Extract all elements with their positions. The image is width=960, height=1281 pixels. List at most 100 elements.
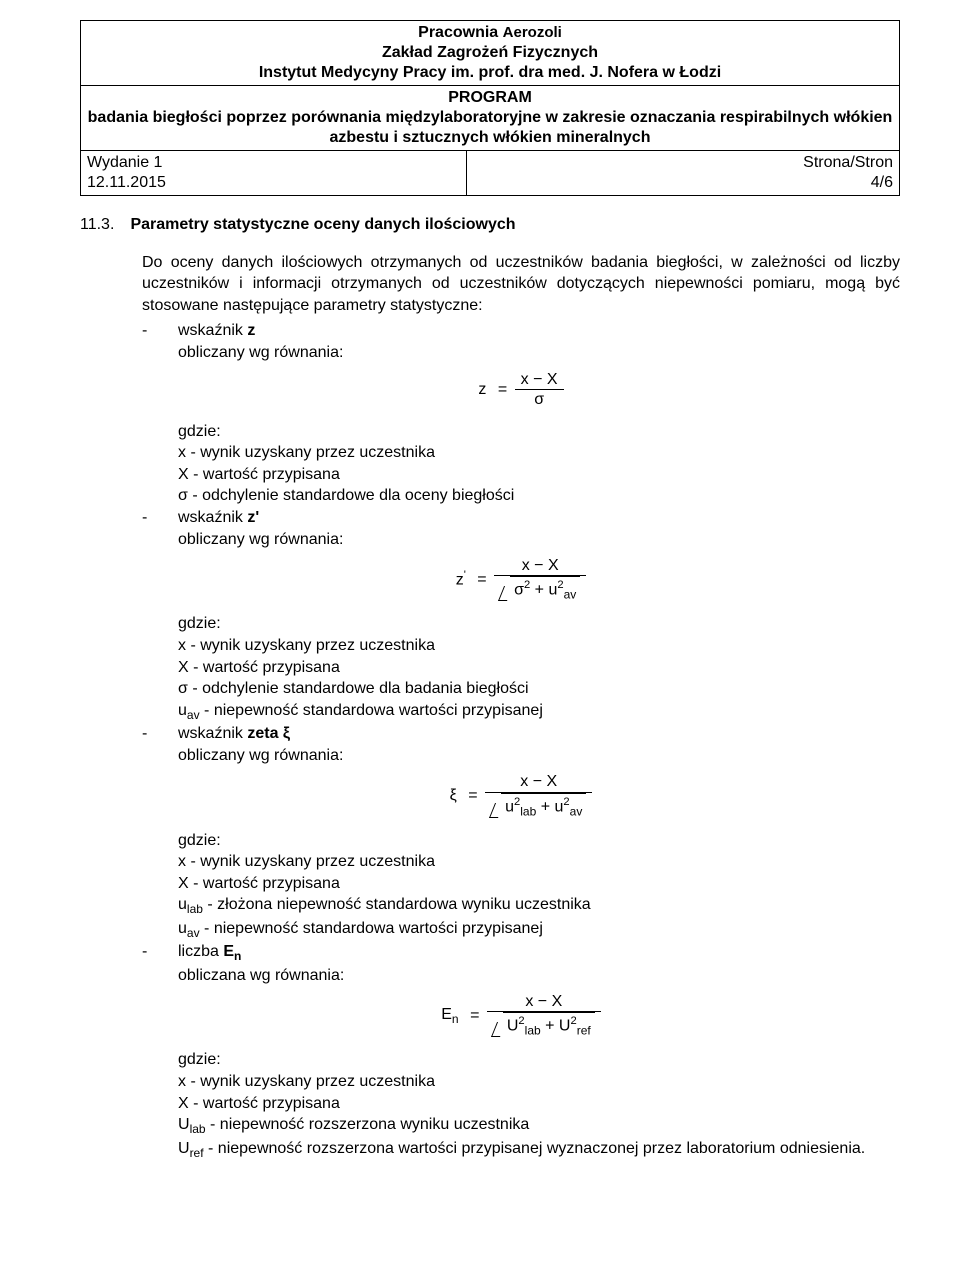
en-ulab-sub: lab [190,1122,206,1136]
zeta-uav-sub: av [187,926,200,940]
en-den-b: U [559,1018,571,1035]
zeta-uav-a: u [178,920,187,937]
where-label: gdzie: [178,423,221,440]
en-ulab-b: - niepewność rozszerzona wyniku uczestni… [206,1116,530,1133]
intro-paragraph: Do oceny danych ilościowych otrzymanych … [142,252,900,317]
en-num: x − X [487,992,601,1012]
formula-zeta: ξ = x − X u2lab + u2av [142,772,900,819]
z-where-0: x - wynik uzyskany przez uczestnika [178,444,435,461]
zp-uav-sub: av [187,708,200,722]
en-bold-a: E [223,943,234,960]
zp-bold: z' [247,509,259,526]
zeta-uav-b: - niepewność standardowa wartości przypi… [200,920,543,937]
inst-line2: Zakład Zagrożeń Fizycznych [382,44,598,61]
header-meta-right: Strona/Stron 4/6 [467,151,900,196]
zp-where-0: x - wynik uzyskany przez uczestnika [178,637,435,654]
inst-line1a: Pracownia [418,24,502,41]
eq-sign: = [470,1005,479,1027]
inst-line3: Instytut Medycyny Pracy im. prof. dra me… [259,64,721,81]
prog-line1: PROGRAM [448,89,532,106]
bullet-zeta: - wskaźnik zeta ξ obliczany wg równania: [142,723,900,766]
z-den: σ [515,390,564,411]
page-label: Strona/Stron [803,154,893,171]
en-calc: obliczana wg równania: [178,967,344,984]
en-uref-a: U [178,1140,190,1157]
header-program: PROGRAM badania biegłości poprzez porówn… [81,86,900,151]
page-value: 4/6 [871,174,893,191]
zeta-ulab-sub: lab [187,903,203,917]
zeta-where: gdzie: x - wynik uzyskany przez uczestni… [178,830,900,942]
bullet-z: - wskaźnik z obliczany wg równania: [142,320,900,363]
zp-where-2: σ - odchylenie standardowe dla badania b… [178,680,529,697]
eq-sign: = [477,569,486,591]
dash-icon: - [142,507,178,550]
zeta-den-b-sub: av [570,804,583,818]
z-bold: z [247,322,255,339]
zp-den-b-sub: av [564,588,577,602]
zp-den-a: σ [514,582,524,599]
prog-line2: badania biegłości poprzez porównania mię… [88,109,893,146]
en-where-0: x - wynik uzyskany przez uczestnika [178,1073,435,1090]
z-lhs: z [478,379,486,401]
dash-icon: - [142,320,178,363]
en-den-a-sub: lab [525,1024,541,1038]
formula-zprime: z' = x − X σ2 + u2av [142,556,900,603]
zp-num: x − X [494,556,586,576]
plus-sign: + [545,1018,554,1035]
en-label: liczba [178,943,223,960]
en-uref-sub: ref [190,1146,204,1160]
zp-uav-a: u [178,702,187,719]
zeta-ulab-a: u [178,896,187,913]
where-label: gdzie: [178,1051,221,1068]
where-label: gdzie: [178,832,221,849]
document-header: Pracownia Aerozoli Zakład Zagrożeń Fizyc… [80,20,900,196]
en-bold-sub: n [234,949,241,963]
dash-icon: - [142,723,178,766]
section-title: Parametry statystyczne oceny danych iloś… [130,216,515,233]
en-den-b-sub: ref [577,1024,591,1038]
zp-uav-b: - niepewność standardowa wartości przypi… [200,702,543,719]
dash-icon: - [142,941,178,986]
zp-label: wskaźnik [178,509,247,526]
section-number: 11.3. [80,214,126,236]
plus-sign: + [535,582,544,599]
formula-z: z = x − X σ [142,370,900,411]
z-where-1: X - wartość przypisana [178,466,340,483]
en-lhs: E [441,1006,452,1023]
zeta-label: wskaźnik [178,725,247,742]
eq-sign: = [498,379,507,401]
bullet-en: - liczba En obliczana wg równania: [142,941,900,986]
inst-line1b: Aerozoli [503,24,562,41]
plus-sign: + [541,798,550,815]
zeta-bold: zeta ξ [247,725,290,742]
en-den-a: U [507,1018,519,1035]
section-body: Do oceny danych ilościowych otrzymanych … [142,252,900,1161]
header-meta-left: Wydanie 1 12.11.2015 [81,151,467,196]
z-num: x − X [515,370,564,390]
zp-calc: obliczany wg równania: [178,531,343,548]
zp-lhs: z [456,572,464,589]
z-label: wskaźnik [178,322,247,339]
en-lhs-sub: n [452,1012,459,1026]
section-heading: 11.3. Parametry statystyczne oceny danyc… [80,214,900,236]
edition: Wydanie 1 [87,154,162,171]
zeta-where-0: x - wynik uzyskany przez uczestnika [178,853,435,870]
zp-lhs-sup: ' [464,569,466,581]
zeta-calc: obliczany wg równania: [178,747,343,764]
zp-where: gdzie: x - wynik uzyskany przez uczestni… [178,613,900,723]
where-label: gdzie: [178,615,221,632]
en-uref-b: - niepewność rozszerzona wartości przypi… [204,1140,866,1157]
zeta-den-a-sub: lab [520,804,536,818]
eq-sign: = [468,785,477,807]
date: 12.11.2015 [87,174,166,191]
zp-where-1: X - wartość przypisana [178,659,340,676]
z-calc: obliczany wg równania: [178,344,343,361]
en-where: gdzie: x - wynik uzyskany przez uczestni… [178,1049,900,1161]
header-institution: Pracownia Aerozoli Zakład Zagrożeń Fizyc… [81,21,900,86]
en-ulab-a: U [178,1116,190,1133]
zeta-den-a: u [505,798,514,815]
zeta-lhs: ξ [450,785,457,807]
sup2: 2 [524,579,530,591]
z-where-2: σ - odchylenie standardowe dla oceny bie… [178,487,514,504]
z-where: gdzie: x - wynik uzyskany przez uczestni… [178,421,900,507]
